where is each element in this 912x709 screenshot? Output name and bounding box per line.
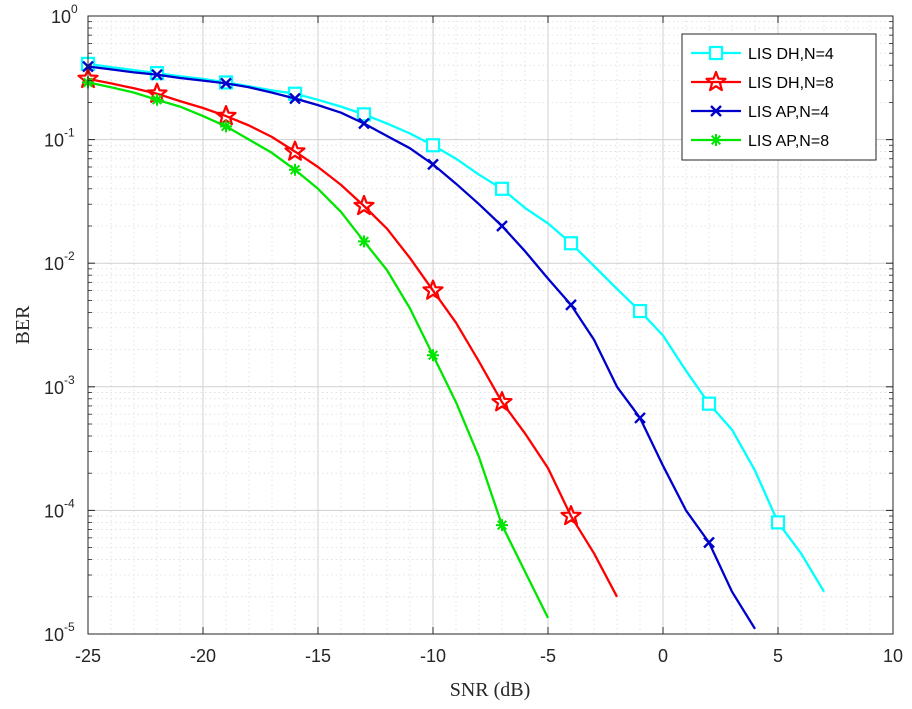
x-tick-label: -15 <box>305 646 331 666</box>
y-tick-label-base: 10 <box>44 254 64 274</box>
series-2 <box>77 67 619 598</box>
legend-marker <box>710 134 722 146</box>
x-tick-labels: -25 -20 -15 -10 -5 0 5 10 <box>75 646 903 666</box>
data-point-marker <box>496 220 508 232</box>
data-point-marker <box>494 181 510 196</box>
y-tick-label-exponent: -1 <box>64 126 75 140</box>
y-tick-label-base: 10 <box>44 378 64 398</box>
series-line <box>87 62 825 593</box>
data-point-marker <box>496 519 508 532</box>
y-tick-label-base: 10 <box>44 625 64 645</box>
series-line <box>87 65 756 630</box>
data-point-marker <box>560 505 582 526</box>
data-point-marker <box>289 163 301 176</box>
data-point-marker <box>356 107 372 122</box>
data-point-marker <box>563 236 579 251</box>
x-tick-label: 5 <box>773 646 783 666</box>
legend-label: LIS AP,N=4 <box>748 104 829 121</box>
data-point-marker <box>289 92 301 105</box>
data-point-marker <box>151 93 163 106</box>
data-point-marker <box>491 391 513 412</box>
legend-label: LIS AP,N=8 <box>748 133 829 150</box>
legend: LIS DH,N=4 LIS DH,N=8 LIS AP,N=4 LIS AP,N=8 <box>681 33 877 161</box>
y-axis-label: BER <box>12 305 34 345</box>
data-point-marker <box>565 299 577 311</box>
legend-label: LIS DH,N=4 <box>748 46 834 63</box>
x-tick-label: -10 <box>420 646 446 666</box>
y-tick-label-exponent: -3 <box>64 373 75 387</box>
y-tick-label-exponent: -2 <box>64 249 75 263</box>
legend-marker <box>708 45 724 61</box>
legend-entry: LIS AP,N=8 <box>691 133 829 150</box>
x-tick-label: 10 <box>883 646 903 666</box>
x-tick-label: -20 <box>190 646 216 666</box>
legend-entry: LIS DH,N=8 <box>691 70 834 92</box>
tick-marks <box>87 15 894 635</box>
x-tick-label: 0 <box>658 646 668 666</box>
series-layer <box>77 56 825 630</box>
x-tick-label: -25 <box>75 646 101 666</box>
legend-marker <box>710 105 722 117</box>
data-point-marker <box>422 279 444 300</box>
data-point-marker <box>427 349 439 362</box>
series-line <box>87 81 550 619</box>
data-point-marker <box>358 117 370 130</box>
axes-box <box>87 15 894 635</box>
data-point-marker <box>427 158 439 171</box>
y-tick-label: 10 0 <box>51 2 78 27</box>
data-point-marker <box>632 303 648 319</box>
y-tick-label: 10 -5 <box>44 620 75 645</box>
y-tick-label: 10 -4 <box>44 496 75 521</box>
y-tick-label: 10 -3 <box>44 373 75 398</box>
x-tick-label: -5 <box>540 646 556 666</box>
legend-marker <box>705 70 727 92</box>
data-point-marker <box>284 140 306 161</box>
series-line <box>87 77 619 598</box>
legend-entry: LIS DH,N=4 <box>691 45 834 63</box>
legend-entry: LIS AP,N=4 <box>691 104 829 121</box>
y-tick-label-exponent: -4 <box>64 496 75 510</box>
data-point-marker <box>215 104 237 126</box>
data-point-marker <box>358 235 370 248</box>
y-tick-label-base: 10 <box>44 131 64 151</box>
y-tick-label-exponent: 0 <box>71 2 78 16</box>
data-point-marker <box>220 77 232 90</box>
data-point-marker <box>703 536 715 549</box>
y-tick-label-base: 10 <box>51 7 71 27</box>
data-point-marker <box>353 194 375 216</box>
legend-label: LIS DH,N=8 <box>748 75 834 92</box>
series-3 <box>82 60 756 630</box>
data-point-marker <box>770 515 786 530</box>
data-point-marker <box>634 412 646 424</box>
data-point-marker <box>151 68 163 81</box>
y-tick-label-base: 10 <box>44 501 64 521</box>
data-point-marker <box>701 396 717 411</box>
x-axis-label: SNR (dB) <box>450 679 531 701</box>
data-point-marker <box>425 138 441 153</box>
data-point-marker <box>220 120 232 133</box>
y-tick-label: 10 -2 <box>44 249 75 274</box>
y-tick-label: 10 -1 <box>44 126 75 151</box>
y-tick-label-exponent: -5 <box>64 620 75 634</box>
